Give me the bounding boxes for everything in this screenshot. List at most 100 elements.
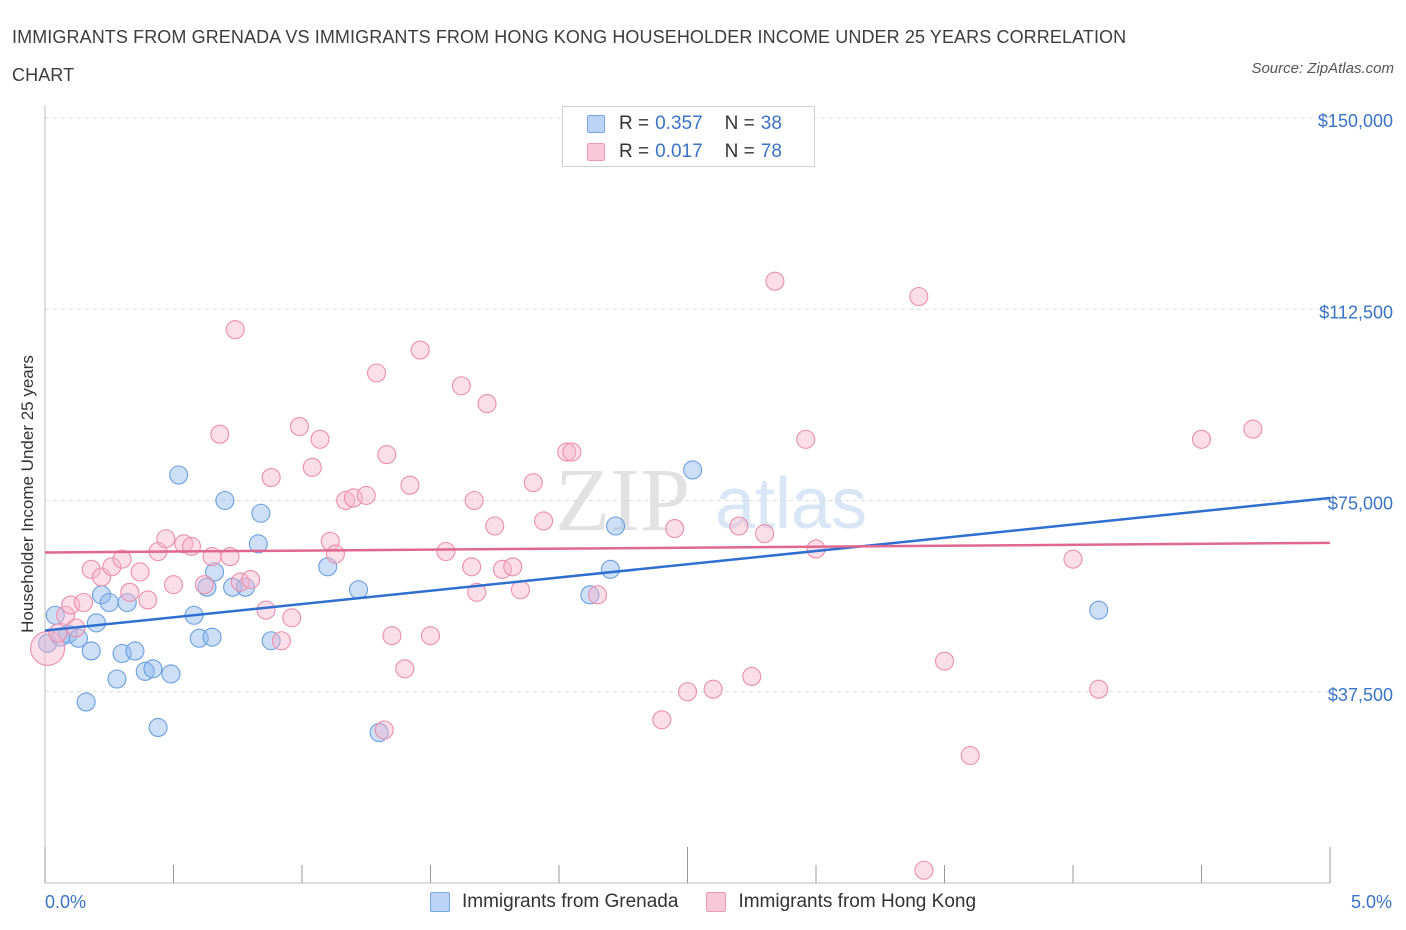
legend-row-grenada: R = 0.357 N = 38 — [587, 112, 782, 136]
point-hong-kong-39 — [377, 445, 397, 465]
point-hong-kong-44 — [420, 626, 441, 646]
point-grenada-21 — [205, 562, 225, 582]
point-hong-kong-66 — [755, 524, 775, 544]
source-label: Source: ZipAtlas.com — [1251, 60, 1394, 77]
point-hong-kong-29 — [289, 416, 309, 437]
y-tick-label-2: $75,000 — [1328, 494, 1393, 514]
point-grenada-16 — [76, 692, 96, 712]
point-hong-kong-57 — [557, 442, 577, 462]
point-hong-kong-11 — [130, 562, 150, 582]
point-hong-kong-6 — [81, 559, 101, 579]
point-grenada-26 — [261, 631, 281, 651]
data-points — [30, 271, 1263, 880]
hong-kong-legend-label: Immigrants from Hong Kong — [738, 891, 977, 912]
point-hong-kong-69 — [806, 539, 826, 559]
point-hong-kong-51 — [485, 516, 505, 536]
point-hong-kong-26 — [261, 467, 281, 488]
point-hong-kong-46 — [451, 376, 471, 396]
point-hong-kong-55 — [523, 473, 543, 493]
point-hong-kong-30 — [302, 457, 322, 477]
n-label: N = — [724, 141, 755, 162]
y-tick-label-3: $37,500 — [1328, 685, 1393, 705]
point-hong-kong-37 — [366, 363, 387, 383]
point-hong-kong-16 — [174, 534, 194, 554]
x-tick-label-max: 5.0% — [1351, 892, 1392, 912]
point-hong-kong-45 — [436, 541, 456, 562]
point-grenada-29 — [369, 722, 389, 743]
point-grenada-32 — [580, 585, 600, 605]
trend-line-hong-kong — [44, 541, 1331, 554]
point-grenada-9 — [107, 669, 127, 689]
point-hong-kong-50 — [477, 394, 497, 414]
point-hong-kong-75 — [1191, 429, 1212, 449]
point-grenada-18 — [169, 465, 189, 485]
trend-line-grenada — [44, 496, 1331, 632]
point-hong-kong-41 — [395, 659, 415, 679]
point-hong-kong-54 — [510, 580, 531, 600]
point-grenada-34 — [605, 516, 626, 536]
point-grenada-33 — [600, 559, 620, 579]
point-hong-kong-53 — [503, 557, 523, 577]
point-hong-kong-70 — [909, 286, 929, 307]
point-hong-kong-22 — [225, 320, 245, 340]
point-hong-kong-36 — [356, 485, 376, 505]
point-hong-kong-60 — [652, 710, 672, 730]
n-label: N = — [724, 113, 755, 134]
point-hong-kong-74 — [1089, 679, 1109, 699]
stats-legend: R = 0.357 N = 38 R = 0.017 N = 78 — [562, 106, 815, 167]
hong-kong-swatch — [587, 143, 605, 161]
point-hong-kong-63 — [703, 679, 723, 699]
point-hong-kong-73 — [1063, 549, 1083, 569]
grenada-legend-label: Immigrants from Grenada — [461, 891, 679, 912]
grenada-n-value: 38 — [760, 113, 782, 134]
point-hong-kong-27 — [271, 631, 291, 651]
point-grenada-35 — [683, 460, 703, 480]
hong-kong-r-value: 0.017 — [655, 141, 703, 162]
point-hong-kong-56 — [534, 511, 554, 531]
point-hong-kong-47 — [462, 557, 482, 577]
y-tick-label-0: $150,000 — [1318, 111, 1393, 131]
point-grenada-30 — [215, 490, 235, 511]
point-hong-kong-40 — [382, 626, 402, 646]
point-hong-kong-43 — [410, 340, 430, 360]
point-hong-kong-68 — [796, 429, 816, 449]
point-grenada-17 — [148, 717, 168, 738]
point-hong-kong-25 — [256, 600, 276, 620]
point-hong-kong-71 — [934, 651, 955, 671]
point-grenada-14 — [143, 659, 163, 679]
hong-kong-n-value: 78 — [760, 141, 782, 162]
point-hong-kong-15 — [163, 575, 184, 595]
point-hong-kong-24 — [241, 569, 261, 590]
point-hong-kong-38 — [374, 720, 394, 740]
grid-lines — [45, 117, 1330, 693]
point-hong-kong-20 — [210, 424, 230, 444]
point-hong-kong-12 — [138, 590, 158, 610]
point-grenada-15 — [161, 664, 181, 684]
point-grenada-36 — [1089, 600, 1109, 620]
point-hong-kong-5 — [74, 592, 94, 613]
point-grenada-13 — [135, 661, 155, 681]
point-grenada-5 — [81, 641, 101, 661]
point-grenada-28 — [348, 580, 369, 600]
point-grenada-6 — [86, 613, 106, 633]
point-grenada-20 — [197, 577, 217, 597]
hong-kong-legend-swatch — [706, 892, 727, 912]
r-label: R = — [619, 113, 650, 134]
point-hong-kong-59 — [587, 585, 608, 605]
x-tick-label-min: 0.0% — [45, 892, 86, 912]
y-tick-labels: $150,000 $112,500 $75,000 $37,500 — [1318, 111, 1393, 705]
legend-item-grenada: Immigrants from Grenada — [429, 891, 679, 913]
r-label: R = — [619, 141, 650, 162]
point-hong-kong-65 — [742, 666, 762, 687]
y-axis-label: Householder Income Under 25 years — [18, 355, 37, 633]
point-grenada-24 — [248, 534, 268, 554]
point-hong-kong-64 — [729, 516, 749, 536]
point-hong-kong-9 — [112, 549, 132, 569]
point-hong-kong-1 — [48, 623, 68, 643]
series-legend: Immigrants from Grenada Immigrants from … — [0, 888, 1406, 916]
point-hong-kong-31 — [310, 429, 330, 449]
point-grenada-25 — [251, 503, 271, 523]
point-hong-kong-10 — [120, 582, 140, 602]
point-hong-kong-18 — [194, 575, 214, 595]
point-hong-kong-76 — [1243, 419, 1263, 439]
